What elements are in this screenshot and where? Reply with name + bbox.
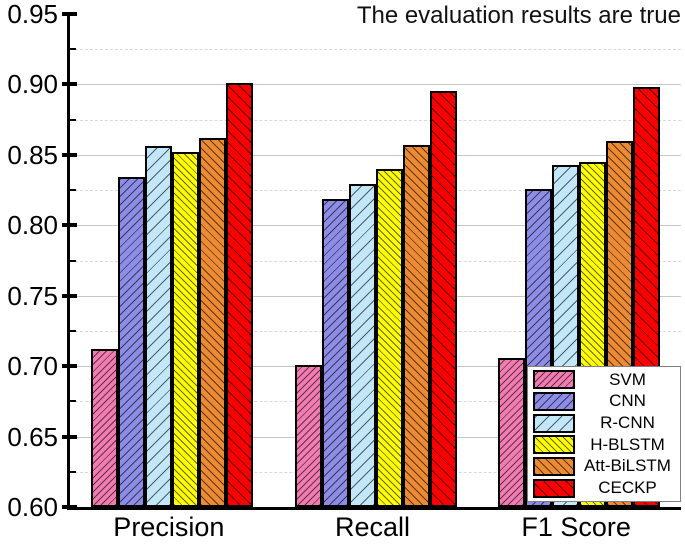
y-major-tick bbox=[62, 223, 77, 228]
legend-label: CECKP bbox=[598, 478, 657, 498]
legend-label: H-BLSTM bbox=[590, 434, 665, 454]
y-tick-label: 0.95 bbox=[7, 0, 58, 29]
bar-ceckp-precision bbox=[225, 83, 253, 507]
y-minor-tick bbox=[70, 189, 76, 192]
y-major-tick bbox=[62, 364, 77, 369]
bar-h-blstm-precision bbox=[171, 152, 199, 507]
y-tick-label: 0.80 bbox=[7, 210, 58, 241]
y-minor-tick bbox=[70, 259, 76, 262]
legend-swatch-icon bbox=[533, 435, 575, 455]
y-major-tick bbox=[62, 152, 77, 157]
y-tick-label: 0.70 bbox=[7, 351, 58, 382]
gridline-major bbox=[70, 84, 681, 86]
y-major-tick bbox=[62, 434, 77, 439]
x-tick-label-precision: Precision bbox=[113, 512, 225, 542]
y-minor-tick bbox=[70, 400, 76, 403]
legend-entry-h-blstm: H-BLSTM bbox=[528, 435, 680, 455]
bar-att-bilstm-precision bbox=[198, 137, 226, 507]
legend-label: R-CNN bbox=[600, 413, 655, 433]
y-major-tick bbox=[62, 293, 77, 298]
legend-entry-svm: SVM bbox=[528, 370, 680, 390]
legend-swatch-icon bbox=[533, 391, 575, 411]
bar-h-blstm-recall bbox=[375, 168, 403, 507]
bar-cnn-precision bbox=[117, 177, 145, 507]
y-minor-tick bbox=[70, 118, 76, 121]
gridline-major bbox=[70, 154, 681, 156]
y-tick-label: 0.90 bbox=[7, 69, 58, 100]
y-major-tick bbox=[62, 505, 77, 509]
legend-label: SVM bbox=[609, 369, 646, 389]
legend-label: Att-BiLSTM bbox=[584, 456, 671, 476]
gridline-minor bbox=[70, 119, 681, 121]
legend-entry-ceckp: CECKP bbox=[528, 478, 680, 498]
bar-svm-f1-score bbox=[498, 357, 526, 507]
y-major-tick bbox=[62, 12, 77, 16]
bar-cnn-recall bbox=[321, 198, 349, 507]
legend: SVM CNN R-CNN H-BLSTM Att-BiLSTM CECKP bbox=[527, 366, 681, 502]
legend-entry-cnn: CNN bbox=[528, 391, 680, 411]
legend-swatch-icon bbox=[533, 370, 575, 390]
y-tick-label: 0.65 bbox=[7, 421, 58, 452]
y-minor-tick bbox=[70, 48, 76, 51]
bar-ceckp-recall bbox=[429, 91, 457, 507]
legend-swatch-icon bbox=[533, 413, 575, 433]
bar-r-cnn-precision bbox=[144, 146, 172, 507]
x-tick-label-recall: Recall bbox=[334, 512, 411, 542]
y-tick-label: 0.75 bbox=[7, 280, 58, 311]
y-minor-tick bbox=[70, 329, 76, 332]
legend-swatch-icon bbox=[533, 478, 575, 498]
y-major-tick bbox=[62, 82, 77, 87]
y-tick-label: 0.60 bbox=[7, 492, 58, 522]
legend-entry-att-bilstm: Att-BiLSTM bbox=[528, 456, 680, 476]
legend-entry-r-cnn: R-CNN bbox=[528, 413, 680, 433]
bar-svm-recall bbox=[294, 364, 322, 507]
bar-svm-precision bbox=[90, 349, 118, 507]
legend-label: CNN bbox=[609, 391, 646, 411]
x-tick-label-f1-score: F1 Score bbox=[521, 512, 631, 542]
y-tick-label: 0.85 bbox=[7, 139, 58, 170]
chart-title: The evaluation results are true bbox=[356, 2, 681, 29]
bar-r-cnn-recall bbox=[348, 184, 376, 507]
bar-att-bilstm-recall bbox=[402, 145, 430, 507]
legend-swatch-icon bbox=[533, 456, 575, 476]
gridline-minor bbox=[70, 49, 681, 51]
y-minor-tick bbox=[70, 470, 76, 473]
